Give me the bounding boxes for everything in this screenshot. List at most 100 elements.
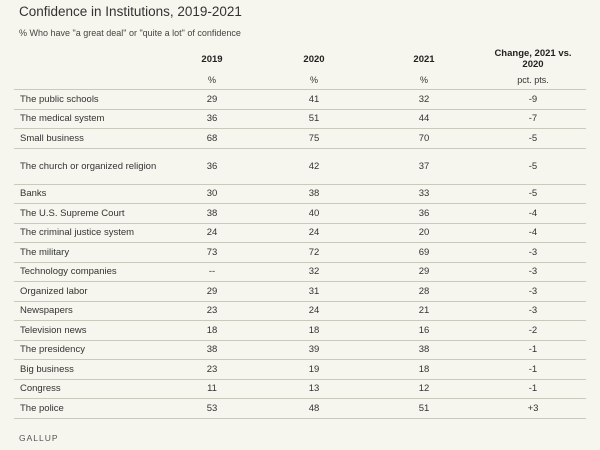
table-row: The U.S. Supreme Court 38 40 36 -4 <box>14 203 586 224</box>
cell-value-2021: 44 <box>368 109 480 129</box>
table-row: The church or organized religion 36 42 37 -5 <box>14 148 586 185</box>
cell-value-2021: 16 <box>368 320 480 341</box>
cell-value-change: -3 <box>480 301 586 321</box>
table-row: Technology companies -- 32 29 -3 <box>14 262 586 282</box>
cell-name: Television news <box>14 320 164 341</box>
cell-value-2021: 12 <box>368 379 480 399</box>
cell-value-2019: 11 <box>164 379 260 399</box>
header-cell-2021: 2021 <box>413 53 435 65</box>
cell-value-2020: 31 <box>260 281 368 302</box>
table-row: The military 73 72 69 -3 <box>14 242 586 263</box>
cell-value-2021: 51 <box>368 398 480 419</box>
cell-value-2020: 75 <box>260 128 368 149</box>
cell-name: The medical system <box>14 109 164 129</box>
cell-value-2019: 38 <box>164 340 260 360</box>
cell-value-2020: 48 <box>260 398 368 419</box>
unit-cell-2020: % <box>260 70 368 90</box>
cell-value-change: -5 <box>480 148 586 185</box>
cell-value-2019: 30 <box>164 184 260 204</box>
cell-value-2019: 23 <box>164 359 260 380</box>
cell-value-change: -3 <box>480 262 586 282</box>
chart-title: Confidence in Institutions, 2019-2021 <box>19 4 242 19</box>
cell-name: Big business <box>14 359 164 380</box>
header-cell-name <box>14 48 164 70</box>
cell-value-2020: 24 <box>260 223 368 243</box>
cell-value-change: -1 <box>480 359 586 380</box>
cell-value-change: -4 <box>480 203 586 224</box>
cell-value-change: -3 <box>480 281 586 302</box>
cell-value-2019: 38 <box>164 203 260 224</box>
cell-value-2019: 36 <box>164 109 260 129</box>
cell-value-2020: 40 <box>260 203 368 224</box>
gallup-source-label: GALLUP <box>19 433 59 443</box>
cell-value-2019: 53 <box>164 398 260 419</box>
table-row: Television news 18 18 16 -2 <box>14 320 586 341</box>
cell-value-2019: 36 <box>164 148 260 185</box>
table-row: Banks 30 38 33 -5 <box>14 184 586 204</box>
cell-value-2021: 32 <box>368 89 480 110</box>
cell-value-change: -1 <box>480 340 586 360</box>
cell-value-2021: 37 <box>368 148 480 185</box>
unit-row: % % % pct. pts. <box>14 70 586 90</box>
table-body: The public schools 29 41 32 -9 The medical sy… <box>14 89 586 419</box>
header-cell-2020: 2020 <box>303 53 325 65</box>
cell-name: Small business <box>14 128 164 149</box>
cell-value-2019: 24 <box>164 223 260 243</box>
cell-value-2020: 38 <box>260 184 368 204</box>
unit-cell-name <box>14 70 164 90</box>
cell-value-2019: 68 <box>164 128 260 149</box>
cell-value-2020: 41 <box>260 89 368 110</box>
cell-value-2020: 51 <box>260 109 368 129</box>
table-row: The criminal justice system 24 24 20 -4 <box>14 223 586 243</box>
cell-name: The military <box>14 242 164 263</box>
cell-name: The public schools <box>14 89 164 110</box>
header-cell-change: Change, 2021 vs. 2020 <box>494 48 572 70</box>
unit-cell-2019: % <box>164 70 260 90</box>
cell-value-2021: 70 <box>368 128 480 149</box>
confidence-table: 2019 2020 2021 Change, 2021 vs. 2020 % %… <box>14 48 586 419</box>
cell-value-change: -2 <box>480 320 586 341</box>
cell-name: Newspapers <box>14 301 164 321</box>
unit-cell-change: pct. pts. <box>480 70 586 90</box>
cell-value-2021: 29 <box>368 262 480 282</box>
cell-value-2019: 18 <box>164 320 260 341</box>
table-row: Big business 23 19 18 -1 <box>14 359 586 380</box>
cell-value-2020: 18 <box>260 320 368 341</box>
cell-name: Congress <box>14 379 164 399</box>
cell-name: The church or organized religion <box>14 148 164 185</box>
cell-value-change: -5 <box>480 184 586 204</box>
table-row: Organized labor 29 31 28 -3 <box>14 281 586 302</box>
cell-name: The criminal justice system <box>14 223 164 243</box>
chart-subtitle: % Who have "a great deal" or "quite a lo… <box>19 28 241 38</box>
cell-value-2019: 29 <box>164 89 260 110</box>
cell-name: The U.S. Supreme Court <box>14 203 164 224</box>
cell-value-change: -5 <box>480 128 586 149</box>
cell-value-2021: 38 <box>368 340 480 360</box>
cell-value-2021: 20 <box>368 223 480 243</box>
cell-value-2020: 13 <box>260 379 368 399</box>
header-cell-2019: 2019 <box>201 53 223 65</box>
header-row: 2019 2020 2021 Change, 2021 vs. 2020 <box>14 48 586 70</box>
table-row: Congress 11 13 12 -1 <box>14 379 586 399</box>
cell-name: Organized labor <box>14 281 164 302</box>
cell-value-change: -7 <box>480 109 586 129</box>
cell-value-change: -1 <box>480 379 586 399</box>
cell-value-2021: 28 <box>368 281 480 302</box>
cell-value-2020: 32 <box>260 262 368 282</box>
cell-name: The police <box>14 398 164 419</box>
cell-value-2021: 18 <box>368 359 480 380</box>
cell-value-change: -4 <box>480 223 586 243</box>
table-row: The medical system 36 51 44 -7 <box>14 109 586 129</box>
cell-value-2019: -- <box>164 262 260 282</box>
cell-value-2020: 39 <box>260 340 368 360</box>
cell-name: Technology companies <box>14 262 164 282</box>
cell-value-2020: 72 <box>260 242 368 263</box>
cell-name: The presidency <box>14 340 164 360</box>
cell-name: Banks <box>14 184 164 204</box>
cell-value-2020: 42 <box>260 148 368 185</box>
unit-cell-2021: % <box>368 70 480 90</box>
table-row: The public schools 29 41 32 -9 <box>14 89 586 110</box>
cell-value-2021: 21 <box>368 301 480 321</box>
table-row: The police 53 48 51 +3 <box>14 398 586 419</box>
table-row: Newspapers 23 24 21 -3 <box>14 301 586 321</box>
